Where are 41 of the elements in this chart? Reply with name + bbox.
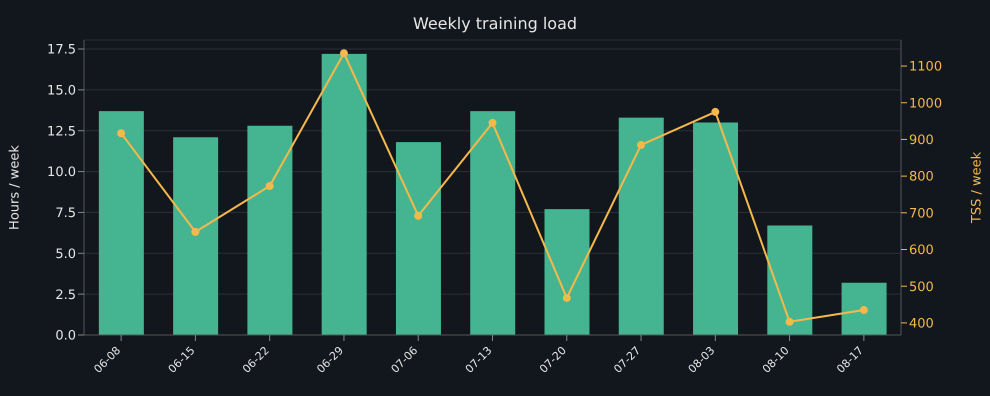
point <box>414 212 422 220</box>
point <box>191 228 200 236</box>
bar <box>98 111 144 335</box>
bar <box>544 209 590 335</box>
y-tick-label: 7.5 <box>55 206 76 222</box>
y2-tick-label: 700 <box>909 206 934 222</box>
y2-tick-label: 600 <box>909 243 934 258</box>
y-tick-label: 15.0 <box>47 83 76 98</box>
bar <box>693 122 738 335</box>
bar <box>470 111 516 335</box>
bar <box>842 282 887 335</box>
y2-tick-label: 1000 <box>909 96 942 112</box>
bar <box>173 137 218 335</box>
point <box>860 306 868 314</box>
y-tick-label: 17.5 <box>47 42 76 58</box>
bar <box>396 142 441 335</box>
y-tick-label: 12.5 <box>47 124 76 140</box>
y-tick-label: 10.0 <box>47 165 76 180</box>
y2-tick-label: 400 <box>909 316 934 332</box>
y2-tick-label: 900 <box>909 133 934 148</box>
bar <box>618 118 664 335</box>
bar <box>322 54 367 335</box>
y-tick-label: 2.5 <box>55 288 76 303</box>
y-tick-label: 5.0 <box>55 246 76 262</box>
point <box>786 318 794 326</box>
bar <box>247 126 292 335</box>
y-tick-label: 0.0 <box>55 328 76 344</box>
y2-axis-title: TSS / week <box>970 151 985 224</box>
y2-tick-label: 800 <box>909 170 934 185</box>
point <box>266 182 274 190</box>
point <box>488 118 496 127</box>
point <box>562 294 571 302</box>
point <box>340 49 348 58</box>
y2-tick-label: 1100 <box>909 60 942 75</box>
bar <box>767 226 812 335</box>
chart-title: Weekly training load <box>412 14 578 33</box>
point <box>117 129 126 138</box>
y2-tick-label: 500 <box>909 280 934 295</box>
point <box>637 140 646 149</box>
point <box>711 108 720 116</box>
y-axis-title: Hours / week <box>8 144 23 230</box>
